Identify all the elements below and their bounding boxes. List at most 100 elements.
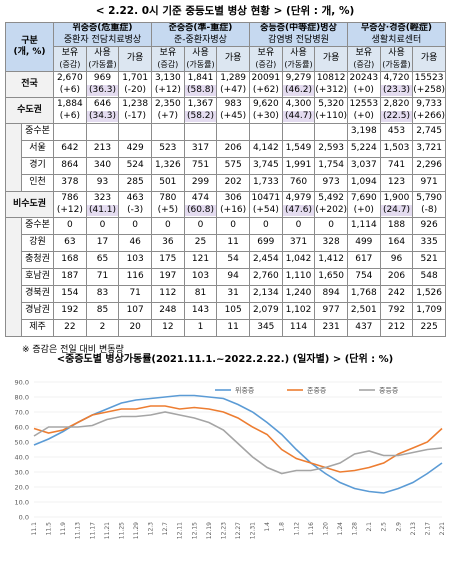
x-tick-label: 12.3 [148,522,155,536]
cell: 0 [183,217,218,235]
cell-line: 7,690 [350,193,377,203]
y-tick-label: 0.0 [19,514,29,522]
cell-line: (-20) [124,84,147,95]
subheader: 보유 (증감) [151,46,185,72]
cell-line: (24.7) [381,204,412,216]
chart: <중증도별 병상가동률(2021.11.1.~2022.2.22.) (일자별)… [15,352,446,539]
cell: 429 [118,140,152,158]
group-facility: 감염병 전담병원 [268,34,329,45]
cell: 20091 (+62) [249,71,283,98]
cell: 65 [85,251,120,269]
cell: 11 [216,319,250,337]
cell: 5,224 [346,140,381,158]
cell: 1,042 [281,251,316,269]
subheader: 가용 [216,46,250,72]
cell: 299 [183,174,218,192]
x-tick-label: 2.9 [395,522,402,532]
cell: 0 [216,217,250,235]
cell: 1,094 [346,174,381,192]
cell: 2,079 [249,302,283,320]
x-tick-label: 12.23 [220,522,227,539]
cell: 306 (+16) [216,191,250,218]
cell: 453 [379,123,414,141]
cell: 646 (34.3) [85,97,120,124]
cell: 1,709 [412,302,446,320]
cell: 116 [118,268,152,286]
cell: 328 [314,234,348,252]
cell-line: 1,900 [383,193,410,203]
cell-line: (+5) [157,204,178,215]
subheader: 사용 (가동률) [85,46,120,72]
corner-text: 구분 [21,35,38,46]
cell: 9,279 (46.2) [281,71,316,98]
cell-line: (+6) [59,84,80,95]
child-row: 경기 864 340 524 1,326 751 575 3,745 1,991 1,754 3,0… [6,157,446,175]
x-tick-label: 12.31 [250,522,257,539]
child-row: 경남권 192 85 107 248 143 105 2,079 1,102 977 2,501 79… [6,302,446,320]
cell-line: 20091 [251,73,281,83]
cell: 1,884 (+6) [53,97,87,124]
cell-line: 2,670 [56,73,83,83]
cell: 524 [118,157,152,175]
cell: 164 [379,234,414,252]
cell: 642 [53,140,87,158]
cell-line: 2,350 [154,99,181,109]
cell-line: (34.3) [87,110,118,122]
cell: 83 [85,285,120,303]
row-label: 경남권 [20,302,55,320]
cell: 1,240 [281,285,316,303]
cell: 187 [53,268,87,286]
cell: 792 [379,302,414,320]
subheader-text: (증감) [255,60,277,69]
cell-line: (+7) [157,110,178,121]
x-tick-label: 11.29 [133,522,140,539]
cell-line: 1,841 [187,73,214,83]
cell: 197 [151,268,185,286]
table: 구분 (개, %) 위중증(危重症) 중환자 전담치료병상 준중증(準-重症) 준-중환자… [4,22,446,337]
subheader: 사용 (가동률) [183,46,218,72]
cell: 1,114 [346,217,381,235]
cell: 2,134 [249,285,283,303]
cell-line: 20243 [349,73,379,83]
group-name: 위중증(危重症) [72,23,133,34]
cell-line: 3,130 [154,73,181,83]
row-label: 중수본 [20,217,55,235]
y-tick-label: 60.0 [15,424,29,432]
cell: 242 [379,285,414,303]
cell: 36 [151,234,185,252]
cell-line: 10471 [251,193,281,203]
cell-line: (+202) [315,204,348,215]
cell: 1,503 [379,140,414,158]
cell: 1,412 [314,251,348,269]
cell: 323 (41.1) [85,191,120,218]
x-tick-label: 11.13 [75,522,82,539]
cell: 2,820 (22.5) [379,97,414,124]
cell: 12553 (+0) [346,97,381,124]
y-tick-label: 90.0 [15,379,29,387]
y-tick-label: 20.0 [15,484,29,492]
cell: 105 [216,302,250,320]
cell-line: 780 [159,193,177,203]
cell-line: (+12) [56,204,83,215]
row-label: 경기 [20,157,55,175]
cell: 754 [346,268,381,286]
cell: 760 [281,174,316,192]
x-tick-label: 11.21 [104,522,111,539]
group-header: 위중증(危重症) 중환자 전담치료병상 [53,22,152,47]
corner-text: (개, %) [13,47,46,57]
cell-line: 1,238 [122,99,149,109]
cell-line: (23.3) [381,84,412,96]
cell-line: (+12) [154,84,181,95]
cell-line: 2,820 [383,99,410,109]
cell: 499 [346,234,381,252]
cell: 786 (+12) [53,191,87,218]
y-tick-label: 80.0 [15,394,29,402]
group-name: 준중증(準-重症) [168,23,233,34]
cell: 3,130 (+12) [151,71,185,98]
subheader-text: 가용 [322,53,340,64]
cell [85,123,120,141]
y-tick-label: 50.0 [15,439,29,447]
cell: 1,841 (58.8) [183,71,218,98]
chart-title: <중증도별 병상가동률(2021.11.1.~2022.2.22.) (일자별)… [57,352,393,365]
cell-line: (+312) [315,84,348,95]
